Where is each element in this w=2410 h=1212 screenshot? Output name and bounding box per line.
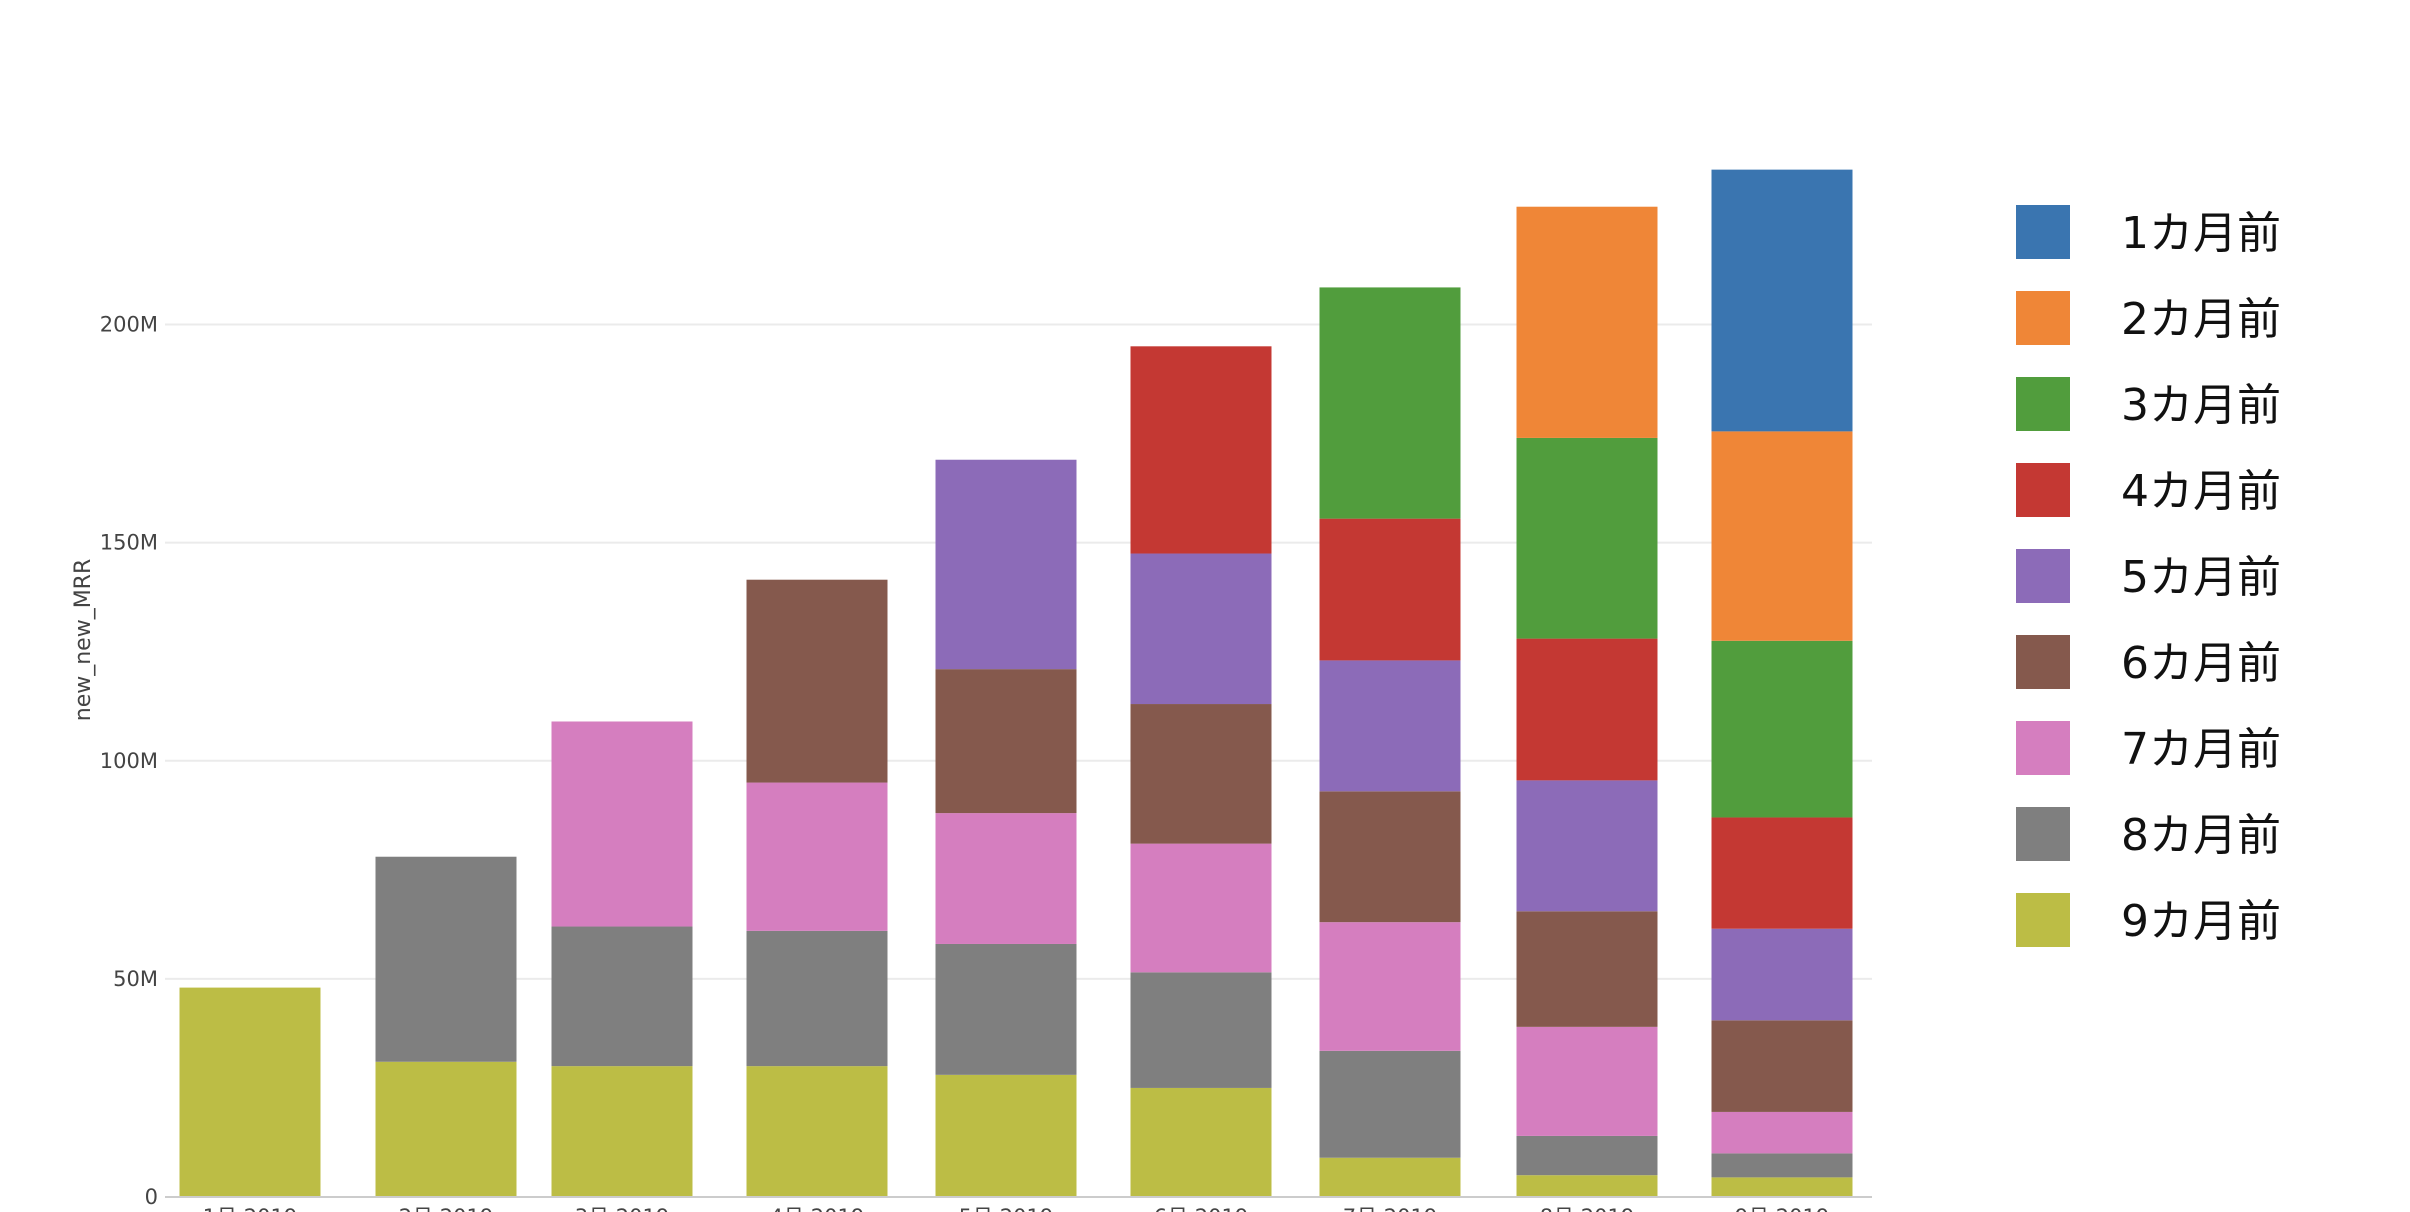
legend-label: 6カ月前 [2121, 638, 2281, 689]
bar-segment[interactable] [1516, 911, 1658, 1027]
legend-swatch [2016, 807, 2070, 861]
legend-item[interactable]: 6カ月前 [2016, 635, 2281, 689]
legend-item[interactable]: 7カ月前 [2016, 721, 2281, 775]
bar-segment[interactable] [551, 926, 693, 1067]
bar-segment[interactable] [1711, 928, 1853, 1021]
bar-segment[interactable] [1711, 431, 1853, 641]
legend-swatch [2016, 893, 2070, 947]
x-tick-label: 9月 2019 [1735, 1205, 1829, 1212]
bar-segment[interactable] [1130, 346, 1272, 554]
legend-item[interactable]: 8カ月前 [2016, 807, 2281, 861]
legend-label: 7カ月前 [2121, 724, 2281, 775]
legend-item[interactable]: 3カ月前 [2016, 377, 2281, 431]
bars [179, 169, 1853, 1197]
y-axis-title: new_new_MRR [71, 559, 96, 722]
x-tick-label: 3月 2019 [575, 1205, 669, 1212]
legend-item[interactable]: 4カ月前 [2016, 463, 2281, 517]
legend-swatch [2016, 721, 2070, 775]
bar-segment[interactable] [1711, 640, 1853, 818]
y-tick-label: 0 [145, 1185, 158, 1209]
bar-segment[interactable] [1516, 437, 1658, 639]
legend-label: 5カ月前 [2121, 552, 2281, 603]
bar-segment[interactable] [375, 856, 517, 1062]
bar-segment[interactable] [746, 1066, 888, 1197]
bar-segment[interactable] [935, 669, 1077, 814]
bar-segment[interactable] [1516, 638, 1658, 781]
bar-segment[interactable] [1711, 1177, 1853, 1197]
legend-label: 2カ月前 [2121, 294, 2281, 345]
bar-segment[interactable] [1319, 1157, 1461, 1197]
bar-segment[interactable] [1711, 1153, 1853, 1178]
bar-segment[interactable] [1319, 518, 1461, 661]
bar-segment[interactable] [1130, 553, 1272, 705]
legend-item[interactable]: 2カ月前 [2016, 291, 2281, 345]
bar-segment[interactable] [1319, 660, 1461, 792]
bar-segment[interactable] [1130, 704, 1272, 844]
legend-label: 8カ月前 [2121, 810, 2281, 861]
legend: 1カ月前 2カ月前 3カ月前 4カ月前 5カ月前 6カ月前 7カ月前 8カ月前 9カ月前 [2016, 205, 2281, 947]
x-tick-label: 1月 2019 [203, 1205, 297, 1212]
y-tick-labels: 0 50M 100M 150M 200M [100, 313, 158, 1210]
legend-label: 1カ月前 [2121, 208, 2281, 259]
bar-segment[interactable] [1319, 922, 1461, 1051]
legend-label: 4カ月前 [2121, 466, 2281, 517]
x-tick-label: 5月 2019 [959, 1205, 1053, 1212]
x-tick-label: 4月 2019 [770, 1205, 864, 1212]
x-tick-label: 7月 2019 [1343, 1205, 1437, 1212]
bar-segment[interactable] [375, 1061, 517, 1197]
bar-segment[interactable] [1516, 1026, 1658, 1136]
legend-label: 3カ月前 [2121, 380, 2281, 431]
bar-segment[interactable] [746, 579, 888, 783]
bar-segment[interactable] [1516, 1135, 1658, 1176]
bar-segment[interactable] [1130, 972, 1272, 1088]
bar-segment[interactable] [1516, 206, 1658, 438]
bar-segment[interactable] [551, 1066, 693, 1197]
x-tick-label: 6月 2019 [1154, 1205, 1248, 1212]
y-tick-label: 150M [100, 531, 158, 555]
bar-segment[interactable] [1516, 1175, 1658, 1197]
bar-segment[interactable] [1516, 780, 1658, 912]
bar-segment[interactable] [935, 1074, 1077, 1197]
x-tick-label: 8月 2019 [1540, 1205, 1634, 1212]
bar-segment[interactable] [1319, 287, 1461, 519]
y-tick-label: 200M [100, 313, 158, 337]
legend-swatch [2016, 377, 2070, 431]
bar-segment[interactable] [1711, 1020, 1853, 1112]
legend-label: 9カ月前 [2121, 896, 2281, 947]
bar-segment[interactable] [746, 930, 888, 1067]
legend-item[interactable]: 5カ月前 [2016, 549, 2281, 603]
bar-segment[interactable] [935, 813, 1077, 944]
bar-segment[interactable] [1711, 1111, 1853, 1154]
bar-segment[interactable] [1711, 169, 1853, 432]
bar-segment[interactable] [1711, 817, 1853, 929]
legend-swatch [2016, 291, 2070, 345]
legend-swatch [2016, 549, 2070, 603]
legend-item[interactable]: 1カ月前 [2016, 205, 2281, 259]
bar-segment[interactable] [179, 987, 321, 1197]
x-tick-labels: 1月 2019 2月 2019 3月 2019 4月 2019 5月 2019 6月 20… [203, 1205, 1829, 1212]
y-tick-label: 100M [100, 749, 158, 773]
bar-segment[interactable] [1319, 1050, 1461, 1158]
bar-segment[interactable] [551, 721, 693, 927]
bar-segment[interactable] [1319, 791, 1461, 923]
bar-segment[interactable] [1130, 1087, 1272, 1197]
bar-segment[interactable] [935, 459, 1077, 670]
bar-segment[interactable] [935, 943, 1077, 1075]
legend-swatch [2016, 205, 2070, 259]
bar-segment[interactable] [1130, 843, 1272, 973]
legend-item[interactable]: 9カ月前 [2016, 893, 2281, 947]
legend-swatch [2016, 635, 2070, 689]
legend-swatch [2016, 463, 2070, 517]
bar-segment[interactable] [746, 782, 888, 931]
y-tick-label: 50M [113, 967, 158, 991]
x-tick-label: 2月 2019 [399, 1205, 493, 1212]
